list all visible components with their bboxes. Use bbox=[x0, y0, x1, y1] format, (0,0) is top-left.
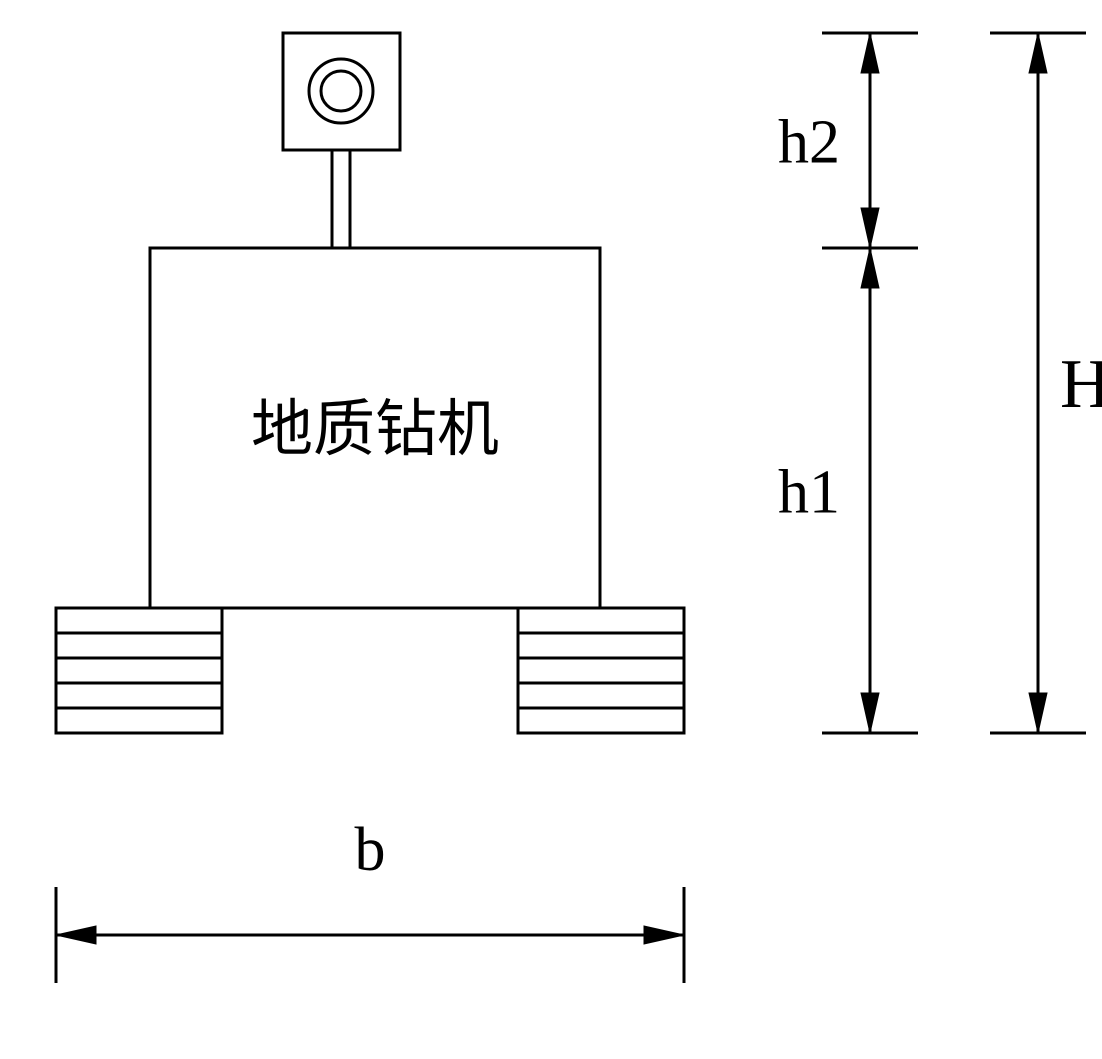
drill-circle-inner bbox=[321, 71, 361, 111]
dim-h2-label: h2 bbox=[778, 109, 840, 177]
track-right bbox=[518, 608, 684, 733]
track-left bbox=[56, 608, 222, 733]
dim-h1-label: h1 bbox=[778, 459, 840, 527]
dim-H-label: H bbox=[1060, 346, 1102, 423]
drill-label: 地质钻机 bbox=[251, 396, 499, 464]
dim-b-label: b bbox=[355, 816, 386, 884]
drill-top-box bbox=[283, 33, 400, 150]
drill-circle-outer bbox=[309, 59, 373, 123]
